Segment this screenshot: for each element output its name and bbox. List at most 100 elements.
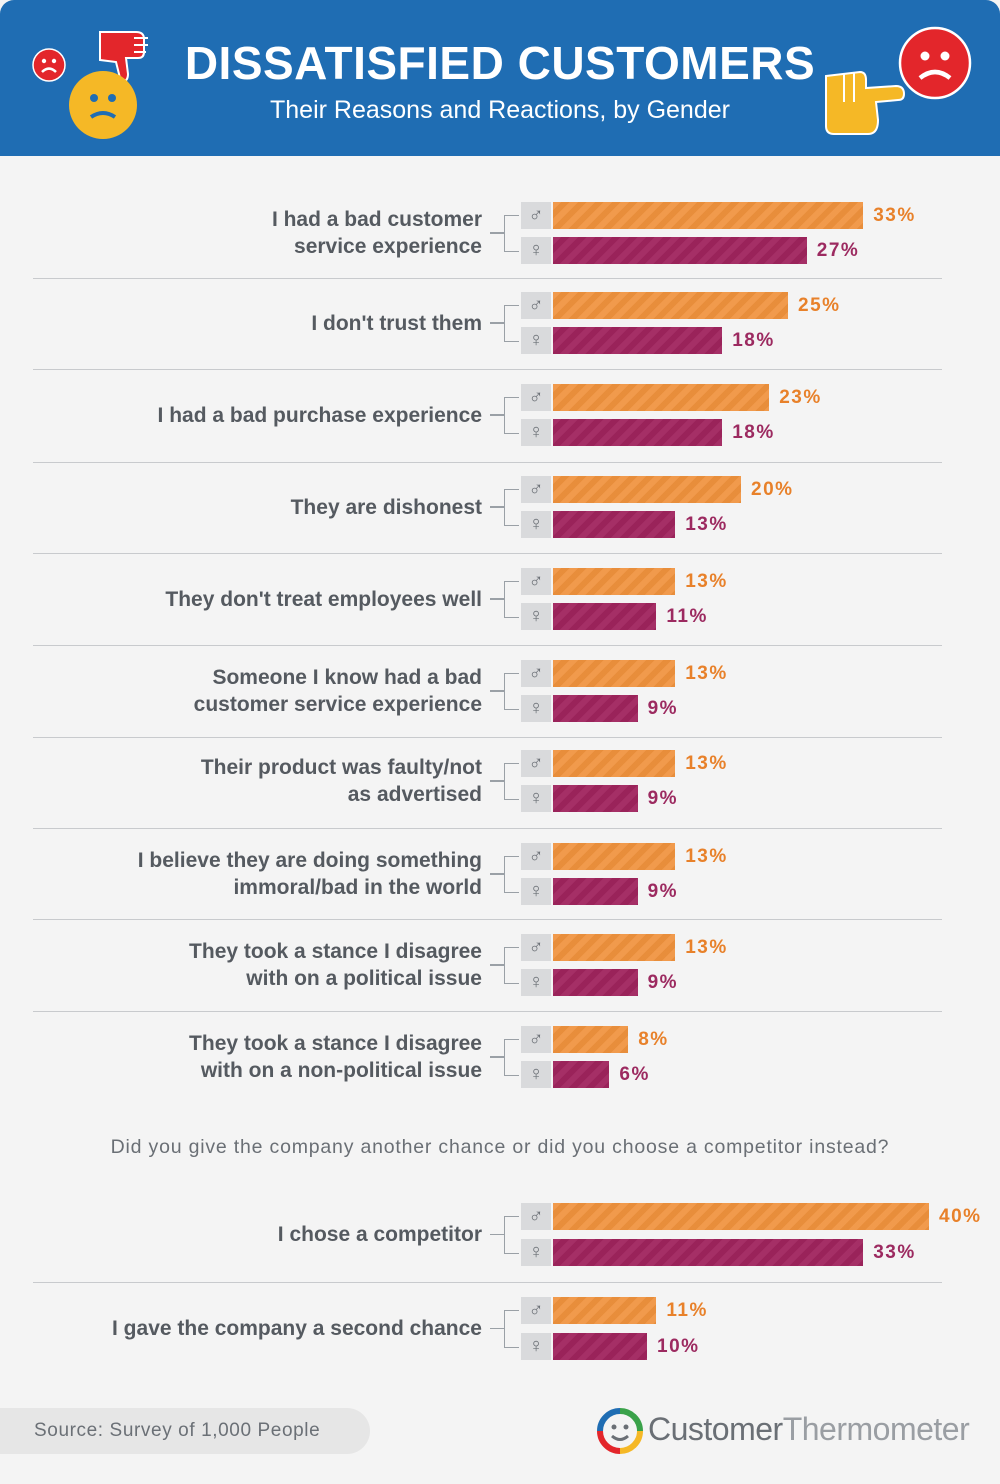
male-symbol-icon: ♂ — [521, 292, 551, 319]
small-sad-face-icon — [32, 48, 66, 82]
row-divider — [33, 553, 942, 554]
male-value-label: 25% — [798, 295, 841, 316]
female-bar — [553, 1239, 864, 1266]
female-value-label: 11% — [666, 606, 708, 627]
source-note: Source: Survey of 1,000 People — [0, 1408, 370, 1454]
row-divider — [33, 278, 942, 279]
female-symbol-icon: ♀ — [521, 419, 551, 446]
category-label: Someone I know had a bad customer service… — [194, 664, 482, 718]
male-bar — [553, 476, 741, 503]
male-value-label: 13% — [685, 846, 728, 867]
male-symbol-icon: ♂ — [521, 1297, 551, 1324]
category-label: They don't treat employees well — [165, 586, 482, 613]
category-label: They took a stance I disagree with on a p… — [189, 938, 482, 992]
male-bar — [553, 384, 770, 411]
female-symbol-icon: ♀ — [521, 1333, 551, 1360]
category-label: I don't trust them — [311, 310, 482, 337]
category-label-line: customer service experience — [193, 693, 482, 716]
male-bar — [553, 750, 676, 777]
female-bar — [553, 1061, 610, 1088]
row-bracket-tick — [490, 322, 504, 324]
row-bracket — [504, 581, 519, 618]
category-label-line: with on a non-political issue — [200, 1059, 482, 1082]
female-bar — [553, 785, 638, 812]
row-bracket-tick — [490, 964, 504, 966]
female-value-label: 9% — [647, 881, 679, 902]
row-bracket-tick — [490, 1327, 504, 1329]
female-bar — [553, 511, 676, 538]
category-label-line: I chose a competitor — [277, 1223, 482, 1246]
brand-logo: CustomerThermometer — [596, 1405, 976, 1457]
category-label-line: immoral/bad in the world — [233, 876, 482, 899]
category-label: I gave the company a second chance — [112, 1315, 482, 1342]
female-bar — [553, 1333, 647, 1360]
row-bracket — [504, 673, 519, 710]
male-symbol-icon: ♂ — [521, 750, 551, 777]
category-label-line: with on a political issue — [246, 967, 482, 990]
female-value-label: 9% — [647, 972, 679, 993]
category-label: They are dishonest — [291, 494, 482, 521]
male-symbol-icon: ♂ — [521, 202, 551, 229]
female-value-label: 18% — [732, 330, 775, 351]
row-bracket — [504, 1039, 519, 1076]
row-bracket — [504, 1216, 519, 1254]
row-bracket-tick — [490, 506, 504, 508]
row-bracket-tick — [490, 690, 504, 692]
female-value-label: 18% — [732, 422, 775, 443]
male-value-label: 40% — [939, 1206, 982, 1227]
row-bracket — [504, 215, 519, 252]
category-label-line: I had a bad customer — [271, 208, 482, 231]
category-label: Their product was faulty/not as advertise… — [201, 754, 482, 808]
male-value-label: 8% — [638, 1029, 669, 1050]
category-label: I had a bad customer service experience — [272, 206, 482, 260]
row-bracket-tick — [490, 1056, 504, 1058]
female-symbol-icon: ♀ — [521, 1239, 551, 1266]
male-symbol-icon: ♂ — [521, 1203, 551, 1230]
female-value-label: 6% — [619, 1064, 650, 1085]
row-bracket-tick — [490, 1233, 504, 1235]
male-bar — [553, 292, 788, 319]
category-label-line: They are dishonest — [290, 495, 482, 519]
male-value-label: 33% — [873, 205, 916, 226]
row-bracket-tick — [490, 414, 504, 416]
category-label: I had a bad purchase experience — [158, 402, 482, 429]
row-bracket-tick — [490, 232, 504, 234]
female-symbol-icon: ♀ — [521, 878, 551, 905]
female-value-label: 10% — [657, 1336, 700, 1357]
yellow-sad-face-icon — [69, 71, 137, 139]
male-value-label: 13% — [685, 937, 728, 958]
male-symbol-icon: ♂ — [521, 1026, 551, 1053]
row-bracket-tick — [490, 780, 504, 782]
female-symbol-icon: ♀ — [521, 237, 551, 264]
male-value-label: 20% — [751, 479, 794, 500]
row-divider — [33, 919, 942, 920]
female-value-label: 13% — [685, 514, 728, 535]
female-bar — [553, 878, 638, 905]
row-bracket — [504, 489, 519, 526]
male-bar — [553, 934, 676, 961]
female-symbol-icon: ♀ — [521, 603, 551, 630]
row-bracket — [504, 947, 519, 984]
male-symbol-icon: ♂ — [521, 934, 551, 961]
female-symbol-icon: ♀ — [521, 327, 551, 354]
category-label-line: I believe they are doing something — [137, 849, 482, 872]
female-bar — [553, 327, 723, 354]
male-value-label: 13% — [685, 571, 728, 592]
category-label: I chose a competitor — [278, 1221, 482, 1248]
male-bar — [553, 202, 864, 229]
thermometer-smile-icon — [597, 1408, 643, 1454]
brand-name: CustomerThermometer — [648, 1411, 970, 1448]
female-symbol-icon: ♀ — [521, 785, 551, 812]
row-bracket — [504, 763, 519, 800]
male-symbol-icon: ♂ — [521, 660, 551, 687]
category-label-line: I had a bad purchase experience — [157, 403, 482, 427]
row-bracket-tick — [490, 598, 504, 600]
category-label-line: I gave the company a second chance — [112, 1317, 482, 1340]
red-sad-face-icon — [898, 26, 972, 100]
female-bar — [553, 695, 638, 722]
category-label-line: They took a stance I disagree — [189, 940, 482, 963]
male-value-label: 13% — [685, 753, 728, 774]
male-bar — [553, 1026, 629, 1053]
male-value-label: 23% — [779, 387, 822, 408]
row-divider — [33, 1282, 942, 1283]
